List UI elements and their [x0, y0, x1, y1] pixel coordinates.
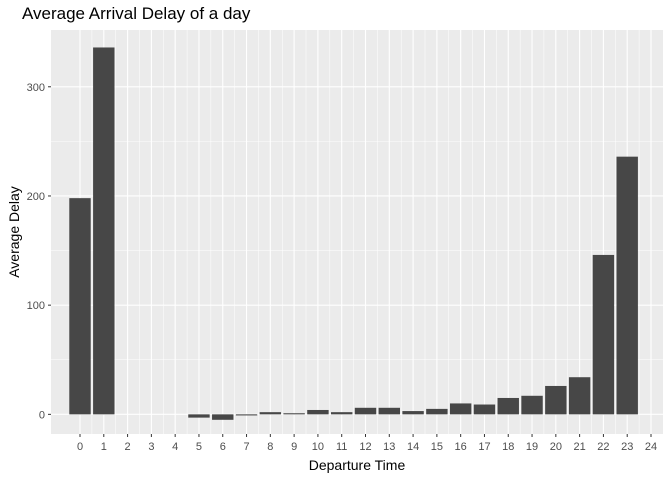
y-tick-label: 300: [27, 82, 45, 94]
bar-16: [449, 403, 472, 415]
y-tick-label: 100: [27, 300, 45, 312]
minor-gridlines: [51, 30, 663, 434]
bar-5: [188, 414, 210, 418]
bar-12: [354, 407, 377, 415]
y-axis: 0 100 200 300: [27, 82, 51, 421]
bar-14: [402, 411, 424, 415]
x-tick-label: 2: [125, 441, 131, 453]
bar-8: [259, 412, 282, 415]
x-tick-label: 14: [407, 441, 419, 453]
bar-19: [521, 395, 543, 415]
bar-23: [616, 156, 638, 415]
x-tick-label: 17: [478, 441, 490, 453]
bar-21: [568, 377, 591, 415]
x-tick-label: 22: [597, 441, 609, 453]
bars: [69, 47, 638, 420]
x-tick-label: 24: [645, 441, 657, 453]
y-tick-label: 200: [27, 191, 45, 203]
x-tick-label: 16: [455, 441, 467, 453]
bar-18: [497, 397, 519, 415]
x-tick-label: 1: [101, 441, 107, 453]
x-tick-label: 11: [336, 441, 347, 453]
bar-1: [93, 47, 115, 415]
plot-panel: [51, 30, 663, 434]
x-tick-label: 8: [267, 441, 273, 453]
y-axis-title: Average Delay: [6, 186, 22, 278]
x-tick-label: 15: [431, 441, 443, 453]
x-axis: 0 1 2 3 4 5 6 7 8 9 10 11 12 13 14 15 16 17 18 19 20 21 22 23 24: [77, 434, 657, 453]
bar-9: [283, 413, 305, 415]
chart-title: Average Arrival Delay of a day: [22, 4, 251, 23]
x-tick-label: 4: [172, 441, 178, 453]
x-tick-label: 6: [220, 441, 226, 453]
x-tick-label: 10: [312, 441, 324, 453]
x-tick-label: 0: [77, 441, 83, 453]
bar-20: [545, 385, 567, 415]
bar-10: [307, 409, 329, 415]
bar-0: [69, 198, 91, 415]
bar-6: [212, 414, 234, 420]
x-tick-label: 18: [502, 441, 514, 453]
bar-7: [235, 414, 258, 416]
y-tick-label: 0: [39, 409, 45, 421]
bar-22: [592, 254, 615, 415]
x-tick-label: 7: [243, 441, 249, 453]
x-tick-label: 19: [526, 441, 538, 453]
x-tick-label: 5: [196, 441, 202, 453]
bar-17: [473, 404, 496, 415]
x-tick-label: 9: [291, 441, 297, 453]
bar-15: [426, 408, 448, 415]
x-tick-label: 13: [383, 441, 395, 453]
bar-11: [331, 412, 353, 415]
x-tick-label: 20: [550, 441, 562, 453]
bar-13: [378, 407, 400, 415]
x-axis-title: Departure Time: [309, 457, 406, 473]
x-tick-label: 3: [148, 441, 154, 453]
x-tick-label: 21: [574, 441, 586, 453]
x-tick-label: 12: [359, 441, 371, 453]
x-tick-label: 23: [621, 441, 633, 453]
